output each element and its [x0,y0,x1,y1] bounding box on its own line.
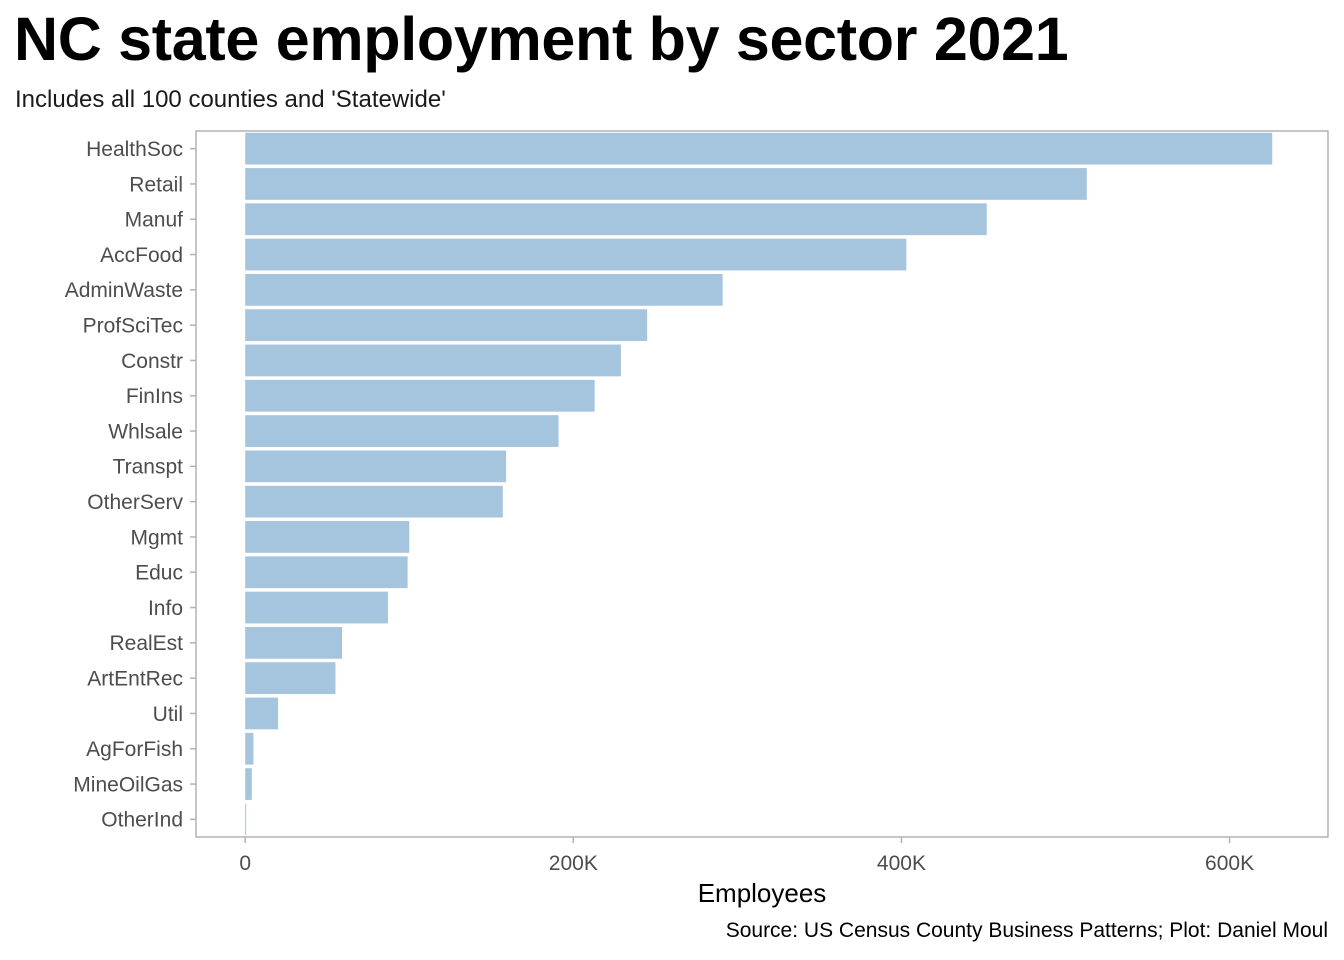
y-tick-label: AdminWaste [65,279,183,302]
bar-otherind [245,803,247,836]
bar-finins [245,379,595,412]
bar-transpt [245,450,507,483]
y-tick-label: Manuf [125,209,184,232]
y-tick-label: Constr [121,350,183,373]
bar-healthsoc [245,132,1273,165]
bar-mgmt [245,521,410,553]
bar-accfood [245,238,907,271]
y-tick-label: AgForFish [86,738,183,761]
y-axis: HealthSoc Retail Manuf AccFood AdminWaste Pro… [65,138,196,832]
bar-constr [245,344,621,377]
y-tick-label: OtherServ [87,491,183,514]
bar-retail [245,168,1087,200]
y-tick-label: OtherInd [101,809,183,832]
bar-info [245,591,388,624]
bar-manuf [245,203,987,236]
bar-realest [245,626,343,659]
y-tick-label: RealEst [109,632,183,655]
y-tick-label: MineOilGas [73,773,183,796]
y-tick-label: Educ [135,562,183,585]
y-tick-label: FinIns [126,385,183,408]
chart-subtitle: Includes all 100 counties and 'Statewide… [15,86,446,113]
x-axis-title: Employees [698,878,827,908]
y-tick-label: Whlsale [108,420,183,443]
x-tick-label: 0 [239,852,251,875]
bar-adminwaste [245,273,723,306]
x-tick-label: 400K [877,852,926,875]
y-tick-label: AccFood [100,244,183,267]
y-tick-label: Util [153,703,183,726]
y-tick-label: Info [148,597,183,620]
bar-otherserv [245,485,503,518]
bar-profscitec [245,309,648,342]
chart-title: NC state employment by sector 2021 [14,5,1069,73]
y-tick-label: Transpt [113,456,184,479]
y-tick-label: HealthSoc [86,138,183,161]
y-tick-label: Mgmt [131,526,184,549]
y-tick-label: ArtEntRec [87,668,183,691]
x-axis: 0 200K 400K 600K [239,837,1254,875]
x-tick-label: 600K [1205,852,1254,875]
bar-mineoilgas [245,768,252,800]
bar-artentrec [245,662,336,695]
bar-whlsale [245,415,559,447]
plot-panel-border [195,130,1329,838]
y-tick-label: Retail [129,173,183,196]
bar-util [245,697,279,730]
x-tick-label: 200K [549,852,598,875]
chart-caption: Source: US Census County Business Patter… [725,919,1328,942]
bar-agforfish [245,732,254,765]
bar-educ [245,556,408,589]
y-tick-label: ProfSciTec [83,315,183,338]
bars-layer [245,132,1273,836]
